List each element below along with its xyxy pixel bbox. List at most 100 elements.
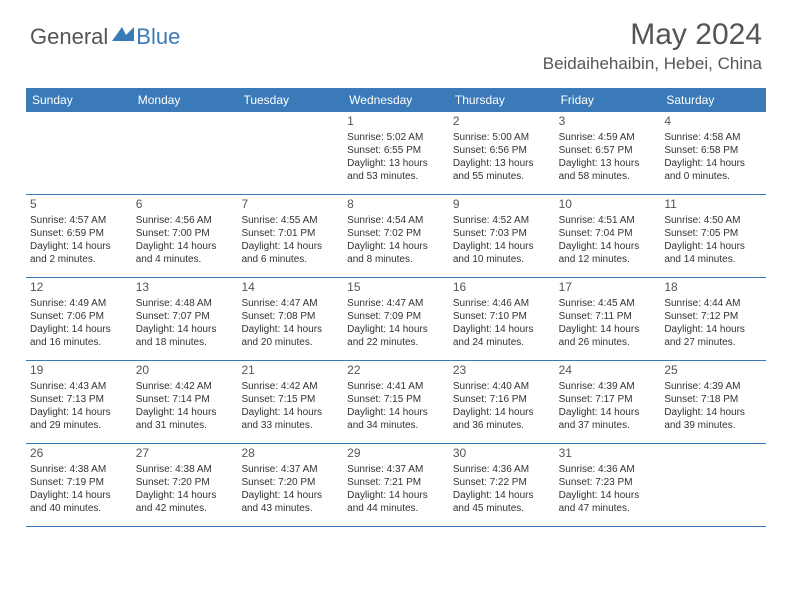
day-number: 10	[559, 197, 657, 213]
day-cell	[660, 444, 766, 526]
day-number: 23	[453, 363, 551, 379]
day-detail: Daylight: 14 hours	[241, 323, 339, 336]
day-cell: 26Sunrise: 4:38 AMSunset: 7:19 PMDayligh…	[26, 444, 132, 526]
day-detail: Daylight: 14 hours	[241, 240, 339, 253]
day-cell: 28Sunrise: 4:37 AMSunset: 7:20 PMDayligh…	[237, 444, 343, 526]
day-detail: Daylight: 14 hours	[453, 323, 551, 336]
day-detail: Sunrise: 5:00 AM	[453, 131, 551, 144]
day-header: Saturday	[660, 88, 766, 112]
day-number: 6	[136, 197, 234, 213]
day-detail: Daylight: 13 hours	[453, 157, 551, 170]
day-detail: Sunset: 7:23 PM	[559, 476, 657, 489]
day-cell: 9Sunrise: 4:52 AMSunset: 7:03 PMDaylight…	[449, 195, 555, 277]
day-detail: Sunset: 7:05 PM	[664, 227, 762, 240]
location-text: Beidaihehaibin, Hebei, China	[543, 54, 762, 74]
day-number: 29	[347, 446, 445, 462]
day-detail: and 36 minutes.	[453, 419, 551, 432]
day-detail: Daylight: 14 hours	[241, 406, 339, 419]
day-number: 4	[664, 114, 762, 130]
day-number: 21	[241, 363, 339, 379]
day-cell: 29Sunrise: 4:37 AMSunset: 7:21 PMDayligh…	[343, 444, 449, 526]
day-detail: Daylight: 14 hours	[453, 489, 551, 502]
day-detail: Sunrise: 4:40 AM	[453, 380, 551, 393]
week-row: 19Sunrise: 4:43 AMSunset: 7:13 PMDayligh…	[26, 361, 766, 444]
day-cell: 30Sunrise: 4:36 AMSunset: 7:22 PMDayligh…	[449, 444, 555, 526]
day-detail: Daylight: 14 hours	[664, 157, 762, 170]
day-detail: Sunrise: 4:39 AM	[664, 380, 762, 393]
day-detail: Daylight: 14 hours	[30, 323, 128, 336]
day-detail: Daylight: 14 hours	[30, 240, 128, 253]
day-detail: Daylight: 14 hours	[347, 489, 445, 502]
day-number: 16	[453, 280, 551, 296]
day-number: 19	[30, 363, 128, 379]
day-cell: 6Sunrise: 4:56 AMSunset: 7:00 PMDaylight…	[132, 195, 238, 277]
day-detail: Sunrise: 4:41 AM	[347, 380, 445, 393]
day-number: 26	[30, 446, 128, 462]
day-detail: and 12 minutes.	[559, 253, 657, 266]
day-header: Tuesday	[237, 88, 343, 112]
day-detail: and 45 minutes.	[453, 502, 551, 515]
day-detail: Sunset: 7:03 PM	[453, 227, 551, 240]
day-detail: Sunset: 7:02 PM	[347, 227, 445, 240]
day-cell: 27Sunrise: 4:38 AMSunset: 7:20 PMDayligh…	[132, 444, 238, 526]
week-row: 26 Sunrise: 4:38 AM Sunset: 7:19 PM Dayligh…	[26, 444, 766, 527]
day-detail: Sunrise: 4:55 AM	[241, 214, 339, 227]
day-detail: Sunrise: 4:37 AM	[241, 463, 339, 476]
day-detail: Sunset: 7:13 PM	[30, 393, 128, 406]
day-header: Monday	[132, 88, 238, 112]
day-number: 7	[241, 197, 339, 213]
day-detail: Sunrise: 4:51 AM	[559, 214, 657, 227]
day-cell: 15Sunrise: 4:47 AMSunset: 7:09 PMDayligh…	[343, 278, 449, 360]
day-detail: Sunset: 7:16 PM	[453, 393, 551, 406]
day-detail: Daylight: 14 hours	[347, 406, 445, 419]
day-detail: Sunset: 6:59 PM	[30, 227, 128, 240]
day-detail: and 39 minutes.	[664, 419, 762, 432]
day-cell: 24Sunrise: 4:39 AMSunset: 7:17 PMDayligh…	[555, 361, 661, 443]
day-detail: and 31 minutes.	[136, 419, 234, 432]
day-cell: 1Sunrise: 5:02 AMSunset: 6:55 PMDaylight…	[343, 112, 449, 194]
day-detail: Sunset: 7:19 PM	[30, 476, 128, 489]
day-detail: and 26 minutes.	[559, 336, 657, 349]
day-detail: Sunset: 7:09 PM	[347, 310, 445, 323]
week-row: 5Sunrise: 4:57 AMSunset: 6:59 PMDaylight…	[26, 195, 766, 278]
day-detail: Sunset: 7:21 PM	[347, 476, 445, 489]
day-detail: Daylight: 13 hours	[559, 157, 657, 170]
day-cell: 20Sunrise: 4:42 AMSunset: 7:14 PMDayligh…	[132, 361, 238, 443]
week-row: 12Sunrise: 4:49 AMSunset: 7:06 PMDayligh…	[26, 278, 766, 361]
day-detail: Sunrise: 4:50 AM	[664, 214, 762, 227]
day-number: 31	[559, 446, 657, 462]
calendar: SundayMondayTuesdayWednesdayThursdayFrid…	[26, 88, 766, 527]
day-detail: and 53 minutes.	[347, 170, 445, 183]
day-header: Wednesday	[343, 88, 449, 112]
day-number: 5	[30, 197, 128, 213]
day-detail: Daylight: 14 hours	[664, 240, 762, 253]
day-detail: Daylight: 14 hours	[347, 323, 445, 336]
day-detail: and 0 minutes.	[664, 170, 762, 183]
day-detail: Sunrise: 4:52 AM	[453, 214, 551, 227]
day-cell: 4Sunrise: 4:58 AMSunset: 6:58 PMDaylight…	[660, 112, 766, 194]
weeks-container: 1Sunrise: 5:02 AMSunset: 6:55 PMDaylight…	[26, 112, 766, 527]
day-detail: Daylight: 14 hours	[559, 406, 657, 419]
day-detail: Daylight: 14 hours	[136, 323, 234, 336]
day-detail: Sunset: 7:07 PM	[136, 310, 234, 323]
day-detail: and 18 minutes.	[136, 336, 234, 349]
day-cell: 21Sunrise: 4:42 AMSunset: 7:15 PMDayligh…	[237, 361, 343, 443]
day-detail: and 14 minutes.	[664, 253, 762, 266]
day-detail: Sunset: 7:08 PM	[241, 310, 339, 323]
day-cell: 11Sunrise: 4:50 AMSunset: 7:05 PMDayligh…	[660, 195, 766, 277]
day-number: 9	[453, 197, 551, 213]
day-cell: 14Sunrise: 4:47 AMSunset: 7:08 PMDayligh…	[237, 278, 343, 360]
day-detail: Daylight: 14 hours	[664, 323, 762, 336]
month-title: May 2024	[543, 18, 762, 52]
day-detail: Sunrise: 4:48 AM	[136, 297, 234, 310]
day-detail: and 24 minutes.	[453, 336, 551, 349]
day-number: 14	[241, 280, 339, 296]
day-detail: Sunrise: 4:38 AM	[136, 463, 234, 476]
day-cell: 17Sunrise: 4:45 AMSunset: 7:11 PMDayligh…	[555, 278, 661, 360]
day-detail: and 29 minutes.	[30, 419, 128, 432]
day-detail: and 47 minutes.	[559, 502, 657, 515]
day-number: 17	[559, 280, 657, 296]
day-detail: Sunrise: 4:58 AM	[664, 131, 762, 144]
day-detail: Daylight: 14 hours	[30, 406, 128, 419]
day-detail: Daylight: 14 hours	[347, 240, 445, 253]
